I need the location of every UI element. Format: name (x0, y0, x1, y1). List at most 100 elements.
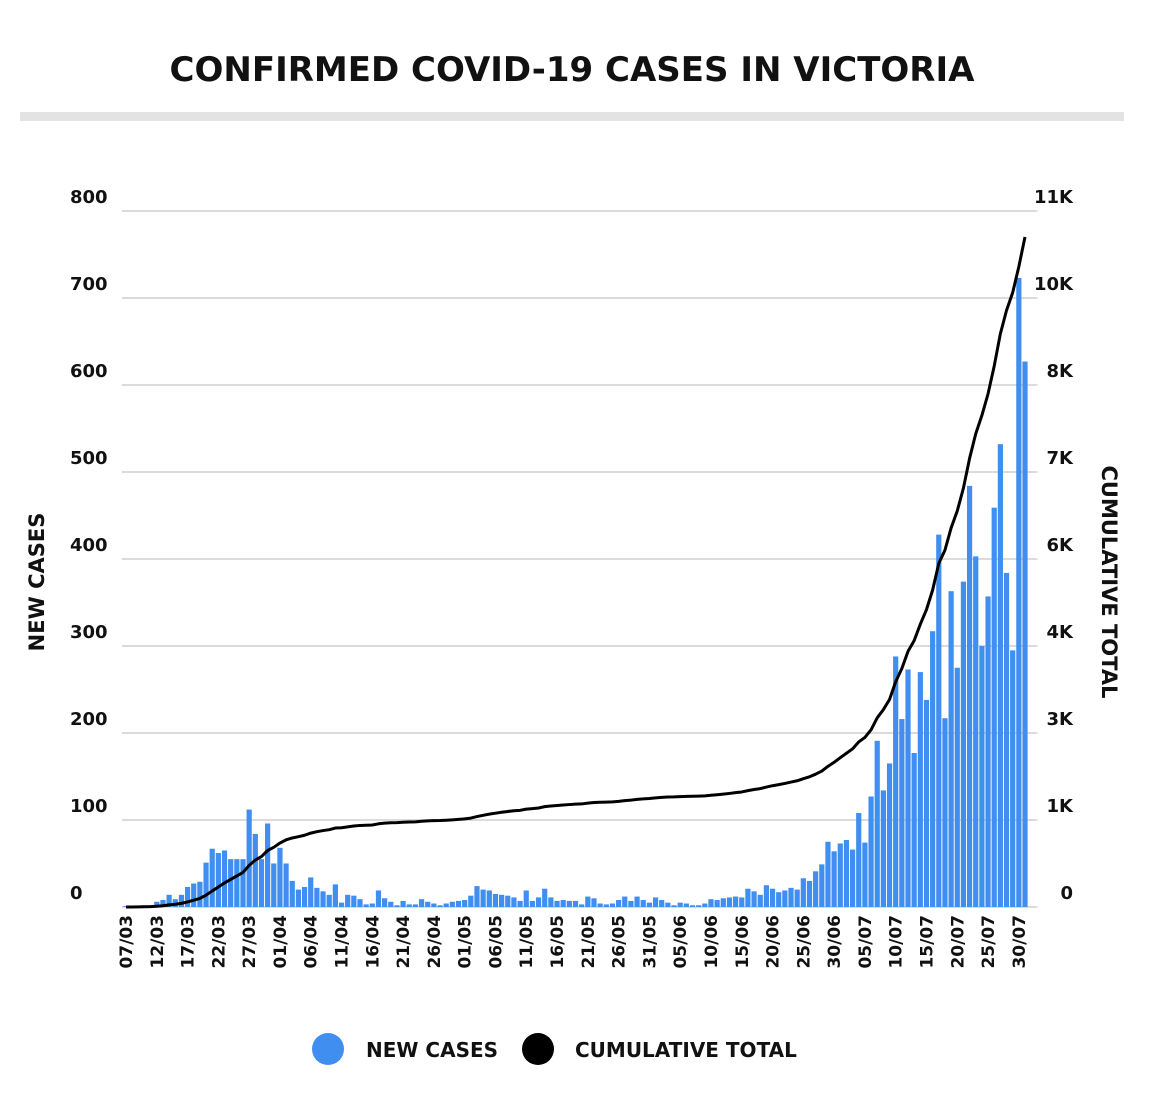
x-tick-label: 06/05 (486, 915, 506, 969)
bar (646, 902, 652, 907)
bar (652, 897, 659, 907)
bar (363, 904, 369, 907)
bar (560, 900, 566, 907)
y-tick-label: 300 (70, 622, 108, 643)
bar (776, 892, 782, 907)
bar (455, 900, 462, 907)
bar (683, 903, 689, 907)
bar (289, 880, 295, 907)
bar (696, 905, 702, 907)
bar (640, 900, 646, 907)
bar (425, 901, 431, 907)
bar (936, 534, 942, 907)
bar (788, 887, 794, 907)
bar (609, 903, 616, 907)
x-tick-label: 11/05 (517, 915, 537, 969)
bar (751, 891, 757, 907)
bar (942, 718, 948, 907)
bar (265, 823, 271, 907)
x-tick-label: 15/07 (917, 915, 937, 969)
bar (862, 842, 868, 907)
bar (295, 889, 302, 907)
bar (320, 891, 326, 907)
y-axis-title: NEW CASES (25, 513, 49, 652)
x-tick-label: 15/06 (733, 915, 753, 969)
bar (406, 904, 412, 907)
bar (973, 556, 979, 907)
x-tick-label: 06/04 (302, 915, 322, 969)
bar (979, 646, 985, 907)
x-tick-label: 01/04 (271, 915, 291, 969)
bar (517, 900, 523, 907)
bar (375, 890, 382, 907)
bar (708, 899, 714, 907)
bar (960, 581, 967, 907)
bar (825, 841, 831, 907)
bar (837, 843, 843, 907)
bar (277, 847, 283, 907)
bar (757, 894, 763, 907)
bar (702, 903, 708, 907)
bar (566, 900, 572, 907)
bar (468, 895, 474, 907)
bar (357, 899, 363, 907)
x-tick-label: 30/07 (1010, 915, 1030, 969)
bar (437, 905, 443, 907)
bar (338, 902, 345, 907)
bar (382, 898, 388, 907)
bar (178, 894, 185, 907)
bar (591, 898, 597, 907)
bar (474, 886, 480, 907)
bar (511, 897, 517, 907)
bar (782, 890, 788, 907)
bar (258, 859, 265, 907)
bar (480, 889, 486, 907)
bar (542, 888, 548, 907)
bar (462, 900, 468, 907)
bar (215, 853, 221, 907)
x-tick-label: 20/06 (764, 915, 784, 969)
bar (191, 883, 197, 907)
x-tick-label: 05/06 (671, 915, 691, 969)
y-tick-label: 200 (70, 709, 108, 730)
y-tick-label: 600 (70, 361, 108, 382)
x-tick-label: 25/07 (979, 915, 999, 969)
bar (154, 901, 160, 907)
bar (209, 848, 215, 907)
bar (948, 591, 954, 907)
bar (234, 859, 240, 907)
bar (492, 893, 499, 907)
bar (246, 809, 252, 907)
y2-tick-label: 10K (1034, 274, 1074, 295)
bar (849, 849, 856, 907)
x-tick-label: 10/06 (702, 915, 722, 969)
bar (369, 903, 375, 907)
bar (911, 753, 917, 907)
bar (572, 900, 579, 907)
x-tick-label: 30/06 (825, 915, 845, 969)
bar (308, 877, 314, 907)
bar (745, 888, 751, 907)
y2-tick-label: 7K (1047, 448, 1075, 469)
y2-tick-label: 11K (1034, 187, 1074, 208)
x-tick-label: 16/04 (363, 915, 383, 969)
y2-tick-label: 6K (1047, 535, 1075, 556)
bar (985, 596, 991, 907)
bar (418, 899, 425, 907)
bar (412, 904, 419, 907)
bar (806, 880, 813, 907)
title-rule (20, 112, 1124, 121)
bar (843, 840, 850, 907)
chart-title: CONFIRMED COVID-19 CASES IN VICTORIA (170, 50, 976, 90)
x-tick-label: 05/07 (856, 915, 876, 969)
bar (240, 859, 246, 907)
x-tick-label: 25/06 (794, 915, 814, 969)
bar (893, 656, 899, 907)
y2-tick-label: 8K (1047, 361, 1075, 382)
bar (523, 890, 529, 907)
bar (160, 900, 166, 907)
bar (671, 905, 677, 907)
bar (535, 897, 542, 907)
bar (659, 900, 665, 907)
y-tick-label: 500 (70, 448, 108, 469)
